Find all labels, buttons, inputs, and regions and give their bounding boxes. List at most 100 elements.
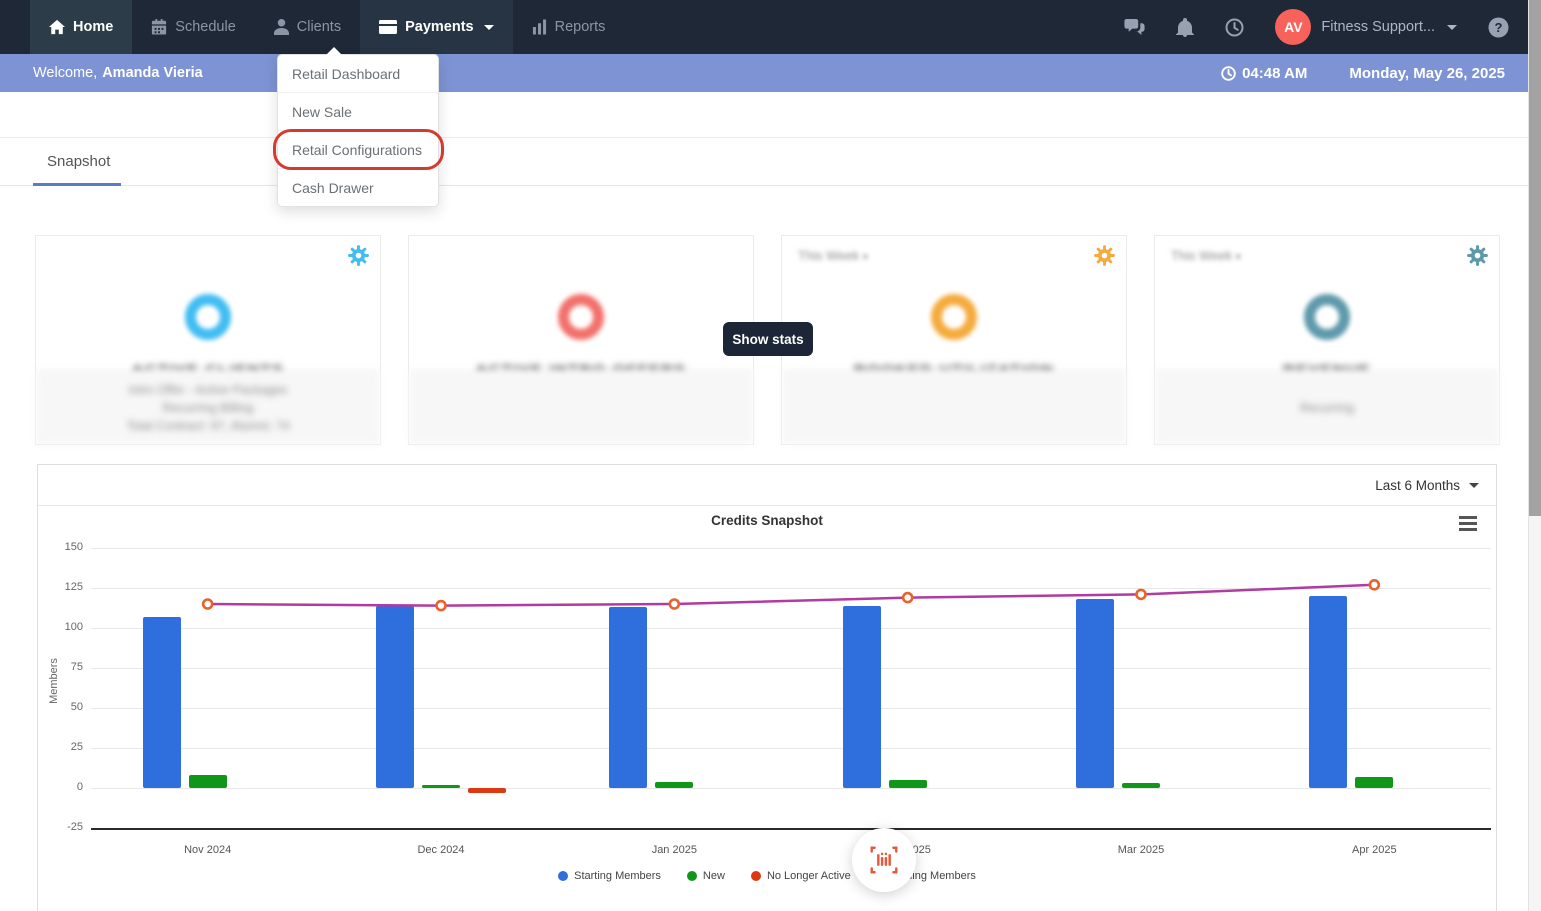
bar-starting-members-apr-2025[interactable] xyxy=(1309,596,1348,788)
date-range-label: Last 6 Months xyxy=(1375,477,1460,493)
account-label: Fitness Support... xyxy=(1321,19,1435,35)
nav-item-label: Reports xyxy=(554,19,606,35)
current-date: Monday, May 26, 2025 xyxy=(1349,64,1505,82)
legend-item-no-longer-active[interactable]: No Longer Active xyxy=(750,870,851,882)
clients-icon xyxy=(273,19,289,35)
bar-new-mar-2025[interactable] xyxy=(1122,783,1160,788)
bar-starting-members-feb-2025[interactable] xyxy=(842,605,881,788)
nav-item-payments[interactable]: Payments xyxy=(360,0,513,54)
bar-starting-members-nov-2024[interactable] xyxy=(142,616,181,788)
menu-item-label: New Sale xyxy=(292,103,352,120)
chart-title: Credits Snapshot xyxy=(711,513,823,528)
welcome-greeting: Welcome, xyxy=(33,65,98,81)
welcome-user-name: Amanda Vieria xyxy=(102,65,203,81)
bar-new-nov-2024[interactable] xyxy=(188,775,227,788)
stat-card-active-clients: ACTIVE CLIENTSIntro Offer - Active Packa… xyxy=(35,235,381,445)
card-footer xyxy=(409,370,753,444)
nav-item-home[interactable]: Home xyxy=(30,0,133,54)
tab-snapshot[interactable]: Snapshot xyxy=(47,138,110,185)
menu-item-label: Retail Dashboard xyxy=(292,65,401,82)
card-footer: Recurring xyxy=(1155,370,1499,444)
stat-cards-row: ACTIVE CLIENTSIntro Offer - Active Packa… xyxy=(35,235,1500,445)
gridline xyxy=(91,748,1491,749)
x-axis-line xyxy=(91,828,1491,830)
legend-dot xyxy=(686,871,697,881)
card-footer xyxy=(782,370,1126,444)
bar-starting-members-jan-2025[interactable] xyxy=(609,607,648,788)
clock-icon[interactable] xyxy=(1225,18,1244,37)
avatar[interactable]: AV xyxy=(1275,9,1312,45)
line-marker[interactable] xyxy=(668,598,681,610)
y-axis-label: Members xyxy=(48,658,60,704)
legend-item-new[interactable]: New xyxy=(686,870,725,882)
page-scrollbar-thumb[interactable] xyxy=(1529,0,1541,516)
card-period-select[interactable]: This Week ▾ xyxy=(798,248,868,263)
nav-item-label: Clients xyxy=(296,19,342,35)
chart-legend: Starting Members New No Longer Active Endin… xyxy=(38,870,1496,882)
bar-new-feb-2025[interactable] xyxy=(888,780,927,788)
stat-donut xyxy=(1304,294,1350,340)
nav-item-reports[interactable]: Reports xyxy=(513,0,625,54)
gridline xyxy=(91,548,1491,549)
y-tick-label: 75 xyxy=(70,661,83,673)
chevron-down-icon xyxy=(1447,24,1457,30)
page-scrollbar-track[interactable] xyxy=(1528,0,1541,911)
nav-item-label: Payments xyxy=(405,19,474,35)
bar-new-jan-2025[interactable] xyxy=(655,781,694,788)
reports-icon xyxy=(532,19,547,35)
menu-item-cash-drawer[interactable]: Cash Drawer xyxy=(278,169,438,206)
chat-icon[interactable] xyxy=(1124,18,1145,36)
barcode-scanner-badge[interactable] xyxy=(852,828,916,892)
menu-item-retail-configurations[interactable]: Retail Configurations xyxy=(273,129,444,170)
legend-dot xyxy=(558,871,569,881)
card-footer: Intro Offer - Active Packages Recurring B… xyxy=(36,370,380,444)
bar-new-dec-2024[interactable] xyxy=(422,784,460,788)
account-menu[interactable]: AV Fitness Support... xyxy=(1275,9,1457,45)
legend-item-starting-members[interactable]: Starting Members xyxy=(558,870,661,882)
line-marker[interactable] xyxy=(1135,588,1147,601)
barcode-icon xyxy=(870,846,898,874)
calendar-icon xyxy=(151,19,167,35)
chart-menu-icon[interactable] xyxy=(1459,516,1477,531)
payments-icon xyxy=(379,20,398,34)
card-footer-line: Intro Offer - Active Packages xyxy=(128,382,288,397)
chart-header: Last 6 Months xyxy=(38,465,1496,506)
line-ending-members xyxy=(201,578,1381,612)
bar-new-apr-2025[interactable] xyxy=(1355,776,1394,788)
y-tick-label: -25 xyxy=(67,821,83,833)
line-marker[interactable] xyxy=(901,591,914,604)
gear-icon[interactable] xyxy=(346,243,371,273)
bar-no-longer-active-dec-2024[interactable] xyxy=(468,788,506,793)
bar-starting-members-dec-2024[interactable] xyxy=(376,605,414,788)
legend-label: Starting Members xyxy=(574,870,661,882)
menu-item-retail-dashboard[interactable]: Retail Dashboard xyxy=(278,55,438,93)
card-footer-line: Recurring xyxy=(1299,400,1355,415)
y-tick-label: 0 xyxy=(76,781,83,793)
line-marker[interactable] xyxy=(1368,578,1381,591)
gridline xyxy=(91,588,1491,589)
welcome-bar: Welcome, Amanda Vieria 04:48 AM Monday, … xyxy=(0,54,1541,92)
stat-card-active-intro-offers: ACTIVE INTRO OFFERS xyxy=(408,235,754,445)
show-stats-button[interactable]: Show stats xyxy=(723,322,813,356)
gridline xyxy=(91,668,1491,669)
card-period-select[interactable]: This Week ▾ xyxy=(1171,248,1241,263)
line-marker[interactable] xyxy=(435,599,447,612)
x-tick-label: Mar 2025 xyxy=(1117,844,1165,856)
active-tab-underline xyxy=(33,183,121,186)
credits-snapshot-card: Last 6 Months Credits Snapshot 150 125 100… xyxy=(37,464,1497,911)
menu-item-label: Retail Configurations xyxy=(292,141,422,158)
nav-item-label: Schedule xyxy=(175,19,236,35)
menu-item-new-sale[interactable]: New Sale xyxy=(278,93,438,131)
nav-right-icons: AV Fitness Support... ? xyxy=(1124,0,1541,54)
bell-icon[interactable] xyxy=(1176,17,1195,37)
help-icon[interactable]: ? xyxy=(1488,17,1509,38)
bar-starting-members-mar-2025[interactable] xyxy=(1076,599,1114,788)
gear-icon[interactable] xyxy=(1465,243,1490,273)
nav-item-schedule[interactable]: Schedule xyxy=(132,0,254,54)
y-tick-label: 100 xyxy=(64,621,83,633)
nav-item-clients[interactable]: Clients xyxy=(255,0,360,54)
date-range-select[interactable]: Last 6 Months xyxy=(1375,478,1479,493)
line-marker[interactable] xyxy=(201,598,214,610)
gear-icon[interactable] xyxy=(1092,243,1117,273)
legend-label: No Longer Active xyxy=(766,870,851,882)
